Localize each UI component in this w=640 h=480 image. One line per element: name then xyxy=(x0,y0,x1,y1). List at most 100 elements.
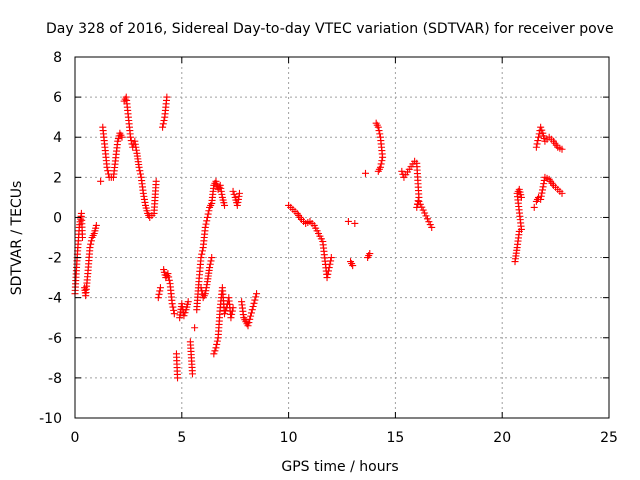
data-point xyxy=(207,257,215,265)
data-point xyxy=(212,344,220,352)
data-point xyxy=(537,195,545,203)
data-point xyxy=(136,167,144,175)
data-point xyxy=(168,300,176,308)
data-point xyxy=(558,189,566,197)
data-point xyxy=(160,117,168,125)
x-tick-label: 0 xyxy=(71,430,80,446)
points-layer xyxy=(71,93,566,382)
data-point xyxy=(246,315,254,323)
data-point xyxy=(156,287,164,295)
y-tick-label: 2 xyxy=(53,170,62,186)
data-point xyxy=(361,169,369,177)
data-point xyxy=(425,218,433,226)
data-point xyxy=(535,133,543,141)
data-point xyxy=(208,254,216,262)
data-point xyxy=(205,207,213,215)
data-point xyxy=(517,193,525,201)
data-point xyxy=(156,284,164,292)
x-axis-label: GPS time / hours xyxy=(281,459,398,475)
data-point xyxy=(87,240,95,248)
data-point xyxy=(540,180,548,188)
data-point xyxy=(206,264,214,272)
data-point xyxy=(78,234,86,241)
data-point xyxy=(169,303,177,311)
plot-frame xyxy=(74,56,610,419)
data-point xyxy=(221,310,229,318)
data-point xyxy=(229,187,237,195)
data-point xyxy=(227,314,235,322)
data-point xyxy=(533,140,541,148)
data-point xyxy=(245,319,253,327)
data-point xyxy=(165,273,173,281)
ticks-layer: 0 5 10 15 20 25 -10 -8 -6 -4 -2 0 2 4 6 8 xyxy=(39,50,618,446)
y-tick-label: -6 xyxy=(48,331,62,347)
y-tick-label: -8 xyxy=(48,371,62,387)
data-point xyxy=(534,137,542,145)
data-point xyxy=(416,200,424,208)
data-point xyxy=(203,213,211,221)
data-point xyxy=(235,189,243,197)
data-point xyxy=(325,264,333,272)
y-tick-label: 4 xyxy=(53,130,62,146)
data-point xyxy=(419,206,427,214)
data-point xyxy=(103,163,111,171)
data-point xyxy=(539,183,547,191)
data-point xyxy=(423,215,431,223)
data-point xyxy=(250,299,258,307)
y-tick-label: -4 xyxy=(48,291,62,307)
data-point xyxy=(163,93,171,101)
data-point xyxy=(201,223,209,231)
data-point xyxy=(374,123,382,131)
data-point xyxy=(344,217,352,225)
data-point xyxy=(376,130,384,138)
data-point xyxy=(181,309,189,317)
data-point xyxy=(229,304,237,312)
data-point xyxy=(188,370,196,378)
data-point xyxy=(349,262,357,270)
data-point xyxy=(379,153,387,161)
data-point xyxy=(327,257,335,265)
x-tick-label: 15 xyxy=(386,430,404,446)
data-point xyxy=(213,337,221,345)
data-point xyxy=(135,163,143,171)
data-point xyxy=(170,306,178,314)
data-point xyxy=(86,244,94,252)
data-point xyxy=(248,306,256,314)
data-point xyxy=(202,220,210,228)
data-point xyxy=(206,260,214,268)
data-point xyxy=(251,296,259,304)
data-point xyxy=(159,123,167,131)
data-point xyxy=(327,254,335,262)
data-point xyxy=(378,157,386,165)
data-point xyxy=(415,197,423,205)
data-point xyxy=(230,190,238,198)
data-point xyxy=(421,209,429,217)
data-point xyxy=(221,201,229,209)
y-tick-label: 0 xyxy=(53,210,62,226)
data-point xyxy=(174,374,182,382)
data-point xyxy=(247,309,255,317)
x-tick-label: 5 xyxy=(177,430,186,446)
data-point xyxy=(532,143,540,151)
data-point xyxy=(210,350,218,358)
y-tick-label: 8 xyxy=(53,50,62,66)
data-point xyxy=(253,290,261,298)
grid-layer xyxy=(75,57,609,418)
data-point xyxy=(418,203,426,211)
data-point xyxy=(538,186,546,194)
data-point xyxy=(326,260,334,268)
data-point xyxy=(97,177,105,185)
data-point xyxy=(244,322,252,330)
data-point xyxy=(152,177,160,185)
data-point xyxy=(228,307,236,315)
data-point xyxy=(92,221,100,229)
data-point xyxy=(323,274,331,282)
data-point xyxy=(398,167,406,175)
data-point xyxy=(198,250,206,258)
data-point xyxy=(247,312,255,320)
y-tick-label: -2 xyxy=(48,251,62,267)
data-point xyxy=(204,210,212,218)
data-point xyxy=(104,167,112,175)
